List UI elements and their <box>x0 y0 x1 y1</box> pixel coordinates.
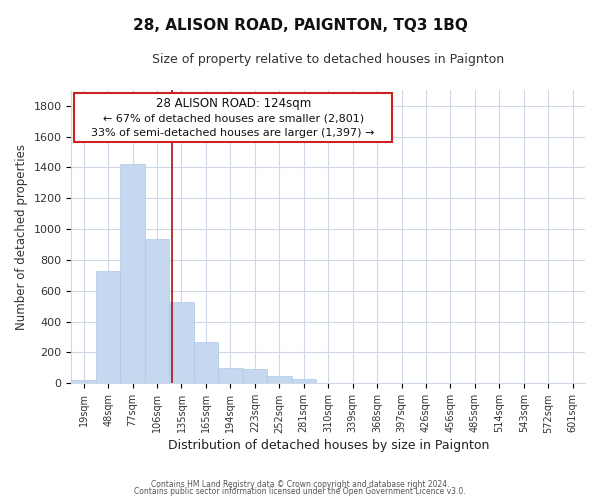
Bar <box>218 368 242 384</box>
Bar <box>169 302 194 384</box>
Bar <box>71 380 96 384</box>
Text: ← 67% of detached houses are smaller (2,801): ← 67% of detached houses are smaller (2,… <box>103 114 364 124</box>
FancyBboxPatch shape <box>74 93 392 142</box>
Text: Contains public sector information licensed under the Open Government Licence v3: Contains public sector information licen… <box>134 488 466 496</box>
Bar <box>267 376 292 384</box>
Bar <box>121 164 145 384</box>
Text: 28, ALISON ROAD, PAIGNTON, TQ3 1BQ: 28, ALISON ROAD, PAIGNTON, TQ3 1BQ <box>133 18 467 32</box>
Text: Contains HM Land Registry data © Crown copyright and database right 2024.: Contains HM Land Registry data © Crown c… <box>151 480 449 489</box>
Bar <box>242 370 267 384</box>
Text: 33% of semi-detached houses are larger (1,397) →: 33% of semi-detached houses are larger (… <box>91 128 375 138</box>
Bar <box>292 380 316 384</box>
Bar <box>145 239 169 384</box>
Title: Size of property relative to detached houses in Paignton: Size of property relative to detached ho… <box>152 52 504 66</box>
Text: 28 ALISON ROAD: 124sqm: 28 ALISON ROAD: 124sqm <box>155 98 311 110</box>
Bar <box>96 270 121 384</box>
Bar <box>194 342 218 384</box>
X-axis label: Distribution of detached houses by size in Paignton: Distribution of detached houses by size … <box>167 440 489 452</box>
Y-axis label: Number of detached properties: Number of detached properties <box>15 144 28 330</box>
Bar <box>316 382 340 384</box>
